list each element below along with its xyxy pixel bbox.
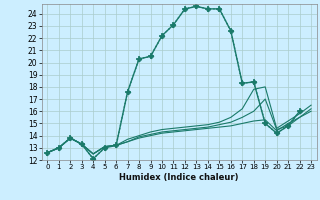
X-axis label: Humidex (Indice chaleur): Humidex (Indice chaleur): [119, 173, 239, 182]
